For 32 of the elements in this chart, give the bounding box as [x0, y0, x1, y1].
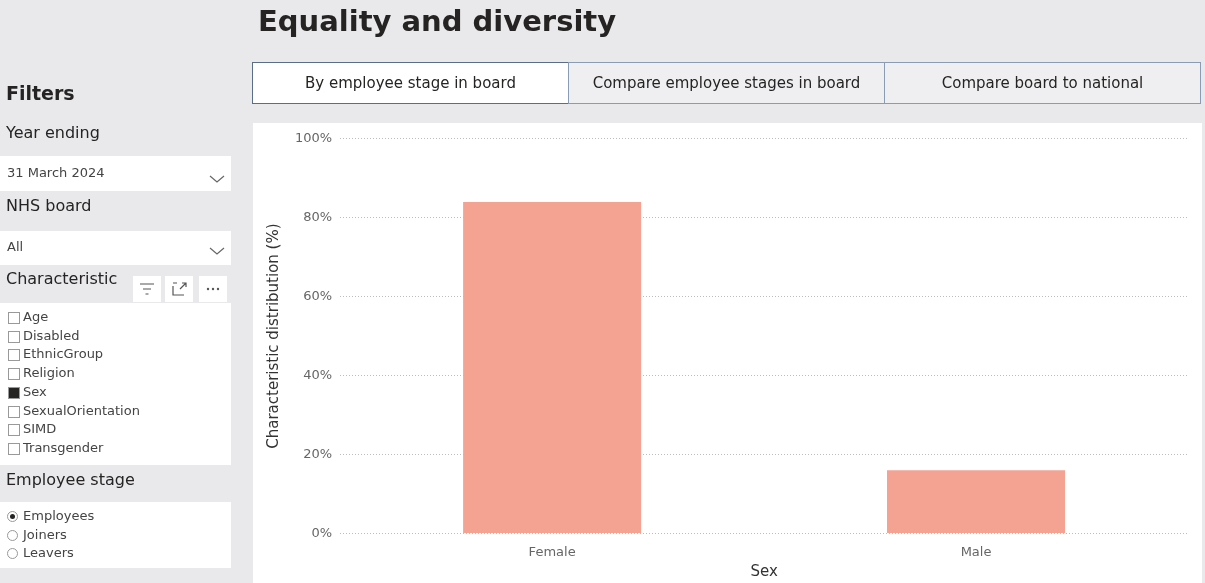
- y-tick-label: 0%: [311, 524, 333, 540]
- text: Leavers: [23, 545, 74, 560]
- text: Compare employee stages in board: [568, 62, 885, 104]
- text: Year ending: [6, 123, 100, 142]
- text: Transgender: [23, 439, 104, 455]
- text: EthnicGroup: [23, 346, 104, 362]
- text: Sex: [23, 383, 47, 399]
- text: Employee stage: [6, 470, 135, 489]
- y-tick-label: 40%: [303, 366, 333, 382]
- text: Compare board to national: [884, 62, 1201, 104]
- text: By employee stage in board: [252, 62, 569, 104]
- x-tick-label: Male: [960, 543, 992, 559]
- text: Characteristic: [6, 269, 118, 288]
- text: Filters: [6, 82, 75, 104]
- text: SIMD: [23, 421, 57, 437]
- y-tick-label: 80%: [303, 209, 333, 225]
- text: Joiners: [23, 526, 67, 542]
- y-tick-label: 60%: [303, 288, 333, 304]
- x-tick-label: Female: [528, 543, 576, 559]
- text: Religion: [23, 365, 75, 381]
- text: Employees: [23, 508, 95, 523]
- x-axis-title: Sex: [750, 561, 778, 580]
- y-axis-title: Characteristic distribution (%): [263, 223, 282, 449]
- text: All: [7, 239, 24, 254]
- text: Age: [23, 309, 49, 324]
- text: Disabled: [23, 327, 80, 343]
- text: 31 March 2024: [7, 165, 105, 180]
- y-tick-label: 100%: [294, 130, 333, 146]
- text: NHS board: [6, 196, 92, 215]
- text: Equality and diversity: [258, 4, 617, 38]
- text: SexualOrientation: [23, 402, 140, 418]
- y-tick-label: 20%: [303, 445, 333, 461]
